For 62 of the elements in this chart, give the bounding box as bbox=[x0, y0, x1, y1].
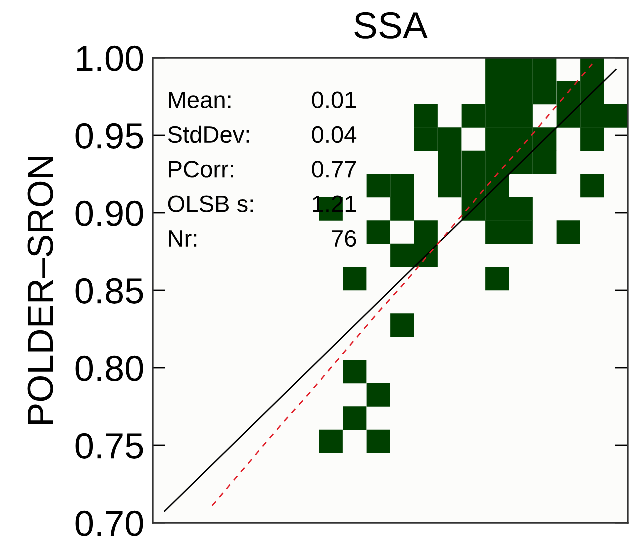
point bbox=[390, 197, 414, 221]
point bbox=[533, 81, 557, 105]
point bbox=[390, 174, 414, 198]
point bbox=[580, 58, 604, 82]
point bbox=[556, 104, 580, 128]
y-tick-label: 0.90 bbox=[76, 200, 144, 226]
point bbox=[486, 81, 510, 105]
point bbox=[390, 244, 414, 268]
point bbox=[343, 360, 367, 384]
point bbox=[414, 128, 438, 152]
point bbox=[462, 150, 486, 174]
point bbox=[486, 58, 510, 82]
point bbox=[366, 383, 390, 407]
point bbox=[366, 220, 390, 244]
point bbox=[390, 314, 414, 338]
point bbox=[414, 220, 438, 244]
point bbox=[580, 104, 604, 128]
point bbox=[509, 81, 533, 105]
point bbox=[462, 104, 486, 128]
point bbox=[580, 174, 604, 198]
point bbox=[580, 128, 604, 152]
y-tick-label: 0.85 bbox=[76, 278, 144, 304]
point bbox=[438, 128, 462, 152]
point bbox=[556, 81, 580, 105]
point bbox=[486, 104, 510, 128]
point bbox=[556, 220, 580, 244]
point bbox=[509, 104, 533, 128]
point bbox=[509, 128, 533, 152]
point bbox=[414, 104, 438, 128]
point bbox=[486, 150, 510, 174]
y-axis-title: POLDER–SRON bbox=[28, 156, 54, 424]
y-tick-label: 1.00 bbox=[77, 46, 144, 72]
point bbox=[533, 150, 557, 174]
text: StdDev: 0.04 bbox=[168, 126, 357, 144]
point bbox=[533, 58, 557, 82]
chart-title: SSA bbox=[354, 12, 428, 39]
line-series bbox=[164, 68, 617, 512]
y-tick-label: 0.70 bbox=[76, 510, 144, 536]
point bbox=[580, 81, 604, 105]
point bbox=[509, 58, 533, 82]
point bbox=[343, 406, 367, 430]
point bbox=[486, 267, 510, 291]
point bbox=[319, 430, 343, 454]
y-tick-label: 0.75 bbox=[76, 433, 144, 459]
point bbox=[462, 174, 486, 198]
point bbox=[486, 220, 510, 244]
text: Mean: 0.01 bbox=[169, 92, 356, 109]
y-tick-label: 0.95 bbox=[76, 123, 144, 149]
point bbox=[366, 430, 390, 454]
point bbox=[533, 128, 557, 152]
point bbox=[604, 104, 628, 128]
text: Nr: 76 bbox=[169, 230, 356, 248]
point bbox=[343, 267, 367, 291]
point bbox=[438, 150, 462, 174]
point bbox=[509, 197, 533, 221]
point bbox=[509, 220, 533, 244]
y-tick-label: 0.80 bbox=[76, 356, 144, 382]
point bbox=[438, 174, 462, 198]
text: PCorr: 0.77 bbox=[169, 161, 356, 178]
point bbox=[486, 197, 510, 221]
point bbox=[366, 174, 390, 198]
point bbox=[486, 128, 510, 152]
